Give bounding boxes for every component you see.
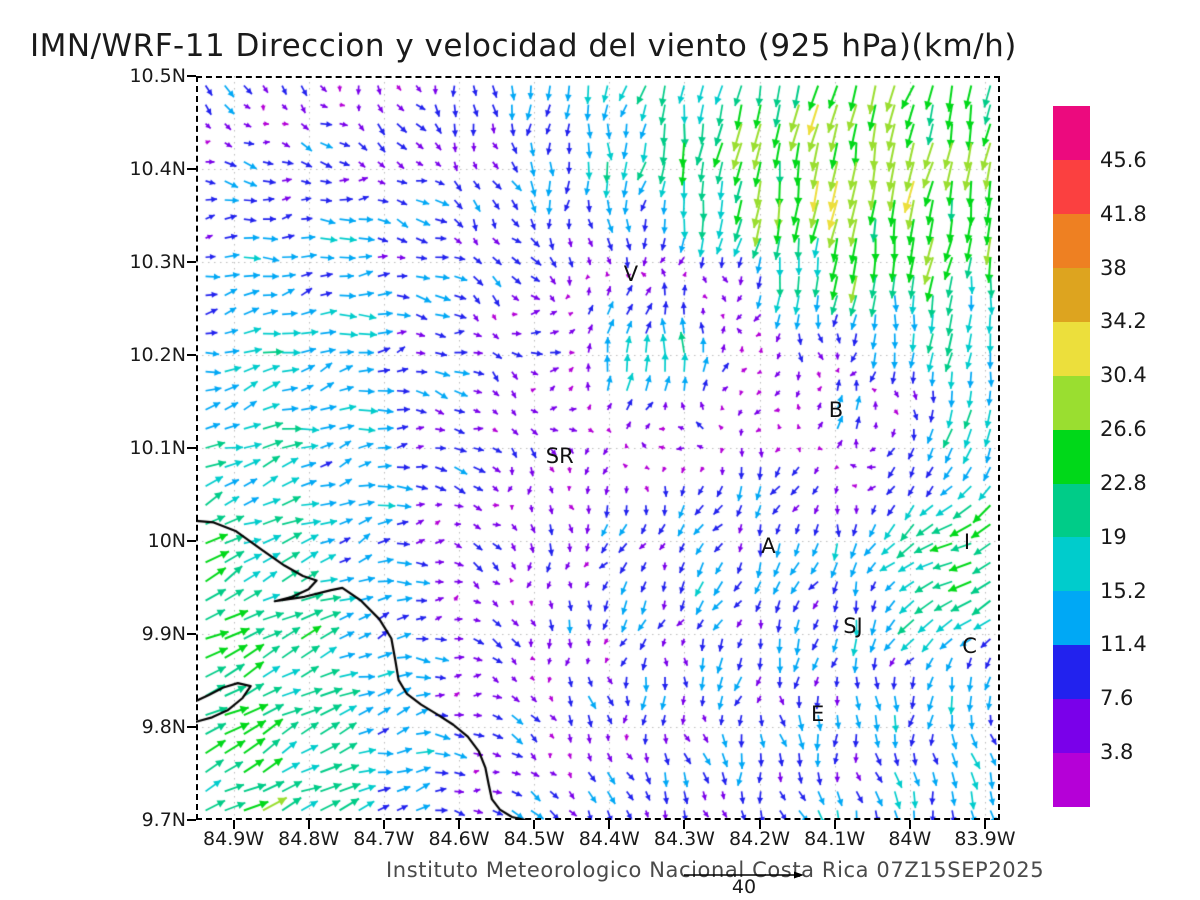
plot-frame: [196, 76, 1000, 820]
y-axis-tick-label: 10N: [147, 530, 186, 552]
y-axis-tick: [187, 819, 196, 821]
colorbar-segment: [1053, 536, 1090, 592]
colorbar-tick-label: 30.4: [1100, 363, 1147, 388]
x-axis-tick-label: 83.9W: [954, 828, 1016, 850]
colorbar-segment: [1053, 159, 1090, 215]
y-axis-tick: [187, 540, 196, 542]
x-axis-tick: [608, 820, 611, 829]
reference-vector-label: 40: [731, 876, 757, 898]
x-axis-tick-label: 84.4W: [578, 828, 640, 850]
y-axis-tick-label: 9.9N: [141, 623, 186, 645]
colorbar-segment: [1053, 321, 1090, 376]
colorbar-segment: [1053, 267, 1090, 322]
x-axis-tick: [382, 820, 385, 829]
x-axis-tick-label: 84.2W: [729, 828, 791, 850]
y-axis-tick-label: 9.8N: [141, 716, 186, 738]
x-axis-tick-label: 84.8W: [278, 828, 340, 850]
x-axis-tick-label: 84.3W: [653, 828, 715, 850]
x-axis-tick-label: 84.1W: [804, 828, 866, 850]
x-axis-tick: [908, 820, 911, 829]
y-axis-tick-label: 10.5N: [129, 65, 186, 87]
y-axis-tick: [187, 726, 196, 728]
colorbar-segment: [1053, 698, 1090, 753]
colorbar-segment: [1053, 375, 1090, 430]
x-axis-tick: [758, 820, 761, 829]
reference-vector-arrow: [684, 871, 804, 879]
y-axis-tick-label: 10.2N: [129, 344, 186, 366]
colorbar-segment: [1053, 590, 1090, 646]
y-axis-tick: [187, 354, 196, 356]
x-axis-tick-label: 84W: [888, 828, 932, 850]
colorbar-tick-label: 3.8: [1100, 740, 1134, 765]
y-axis-tick-label: 10.1N: [129, 437, 186, 459]
wind-vector-field[interactable]: [196, 76, 1000, 820]
x-axis-tick-label: 84.6W: [428, 828, 490, 850]
colorbar-segment: [1053, 429, 1090, 484]
colorbar-tick-label: 41.8: [1100, 201, 1147, 226]
x-axis-tick: [683, 820, 686, 829]
y-axis-tick: [187, 261, 196, 263]
y-axis-tick: [187, 75, 196, 77]
x-axis-tick: [983, 820, 986, 829]
x-axis-tick: [307, 820, 310, 829]
colorbar-segment: [1053, 213, 1090, 269]
y-axis-tick: [187, 447, 196, 449]
x-axis-tick-label: 84.7W: [353, 828, 415, 850]
y-axis-tick-label: 9.7N: [141, 809, 186, 831]
colorbar[interactable]: [1053, 106, 1090, 807]
colorbar-segment: [1053, 752, 1090, 807]
colorbar-tick-label: 19: [1100, 524, 1127, 549]
y-axis-tick-label: 10.4N: [129, 158, 186, 180]
x-axis-tick: [232, 820, 235, 829]
colorbar-tick-label: 26.6: [1100, 417, 1147, 442]
y-axis-tick-label: 10.3N: [129, 251, 186, 273]
page-title: IMN/WRF-11 Direccion y velocidad del vie…: [30, 28, 1017, 64]
source-caption: Instituto Meteorologico Nacional Costa R…: [386, 858, 1045, 882]
colorbar-tick-label: 7.6: [1100, 686, 1134, 711]
colorbar-tick-label: 11.4: [1100, 632, 1147, 657]
x-axis-tick: [533, 820, 536, 829]
colorbar-tick-label: 34.2: [1100, 309, 1147, 334]
x-axis-tick-label: 84.5W: [503, 828, 565, 850]
wind-map-plot[interactable]: V B SR A I SJ C E: [196, 76, 1000, 820]
colorbar-tick-label: 22.8: [1100, 470, 1147, 495]
y-axis-tick: [187, 168, 196, 170]
colorbar-tick-label: 45.6: [1100, 147, 1147, 172]
colorbar-tick-label: 38: [1100, 255, 1127, 280]
colorbar-tick-label: 15.2: [1100, 578, 1147, 603]
x-axis-tick-label: 84.9W: [203, 828, 265, 850]
colorbar-segment: [1053, 644, 1090, 699]
y-axis-tick: [187, 633, 196, 635]
x-axis-tick: [833, 820, 836, 829]
colorbar-segment: [1053, 482, 1090, 538]
colorbar-segment: [1053, 106, 1090, 161]
x-axis-tick: [457, 820, 460, 829]
